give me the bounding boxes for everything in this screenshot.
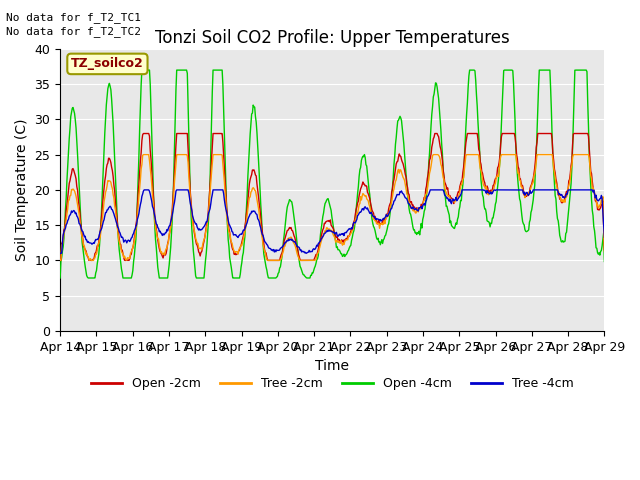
Text: No data for f_T2_TC2: No data for f_T2_TC2: [6, 26, 141, 37]
Y-axis label: Soil Temperature (C): Soil Temperature (C): [15, 119, 29, 261]
Legend: Open -2cm, Tree -2cm, Open -4cm, Tree -4cm: Open -2cm, Tree -2cm, Open -4cm, Tree -4…: [86, 372, 579, 395]
Text: No data for f_T2_TC1: No data for f_T2_TC1: [6, 12, 141, 23]
Text: TZ_soilco2: TZ_soilco2: [71, 58, 144, 71]
X-axis label: Time: Time: [316, 359, 349, 373]
Title: Tonzi Soil CO2 Profile: Upper Temperatures: Tonzi Soil CO2 Profile: Upper Temperatur…: [155, 29, 509, 48]
